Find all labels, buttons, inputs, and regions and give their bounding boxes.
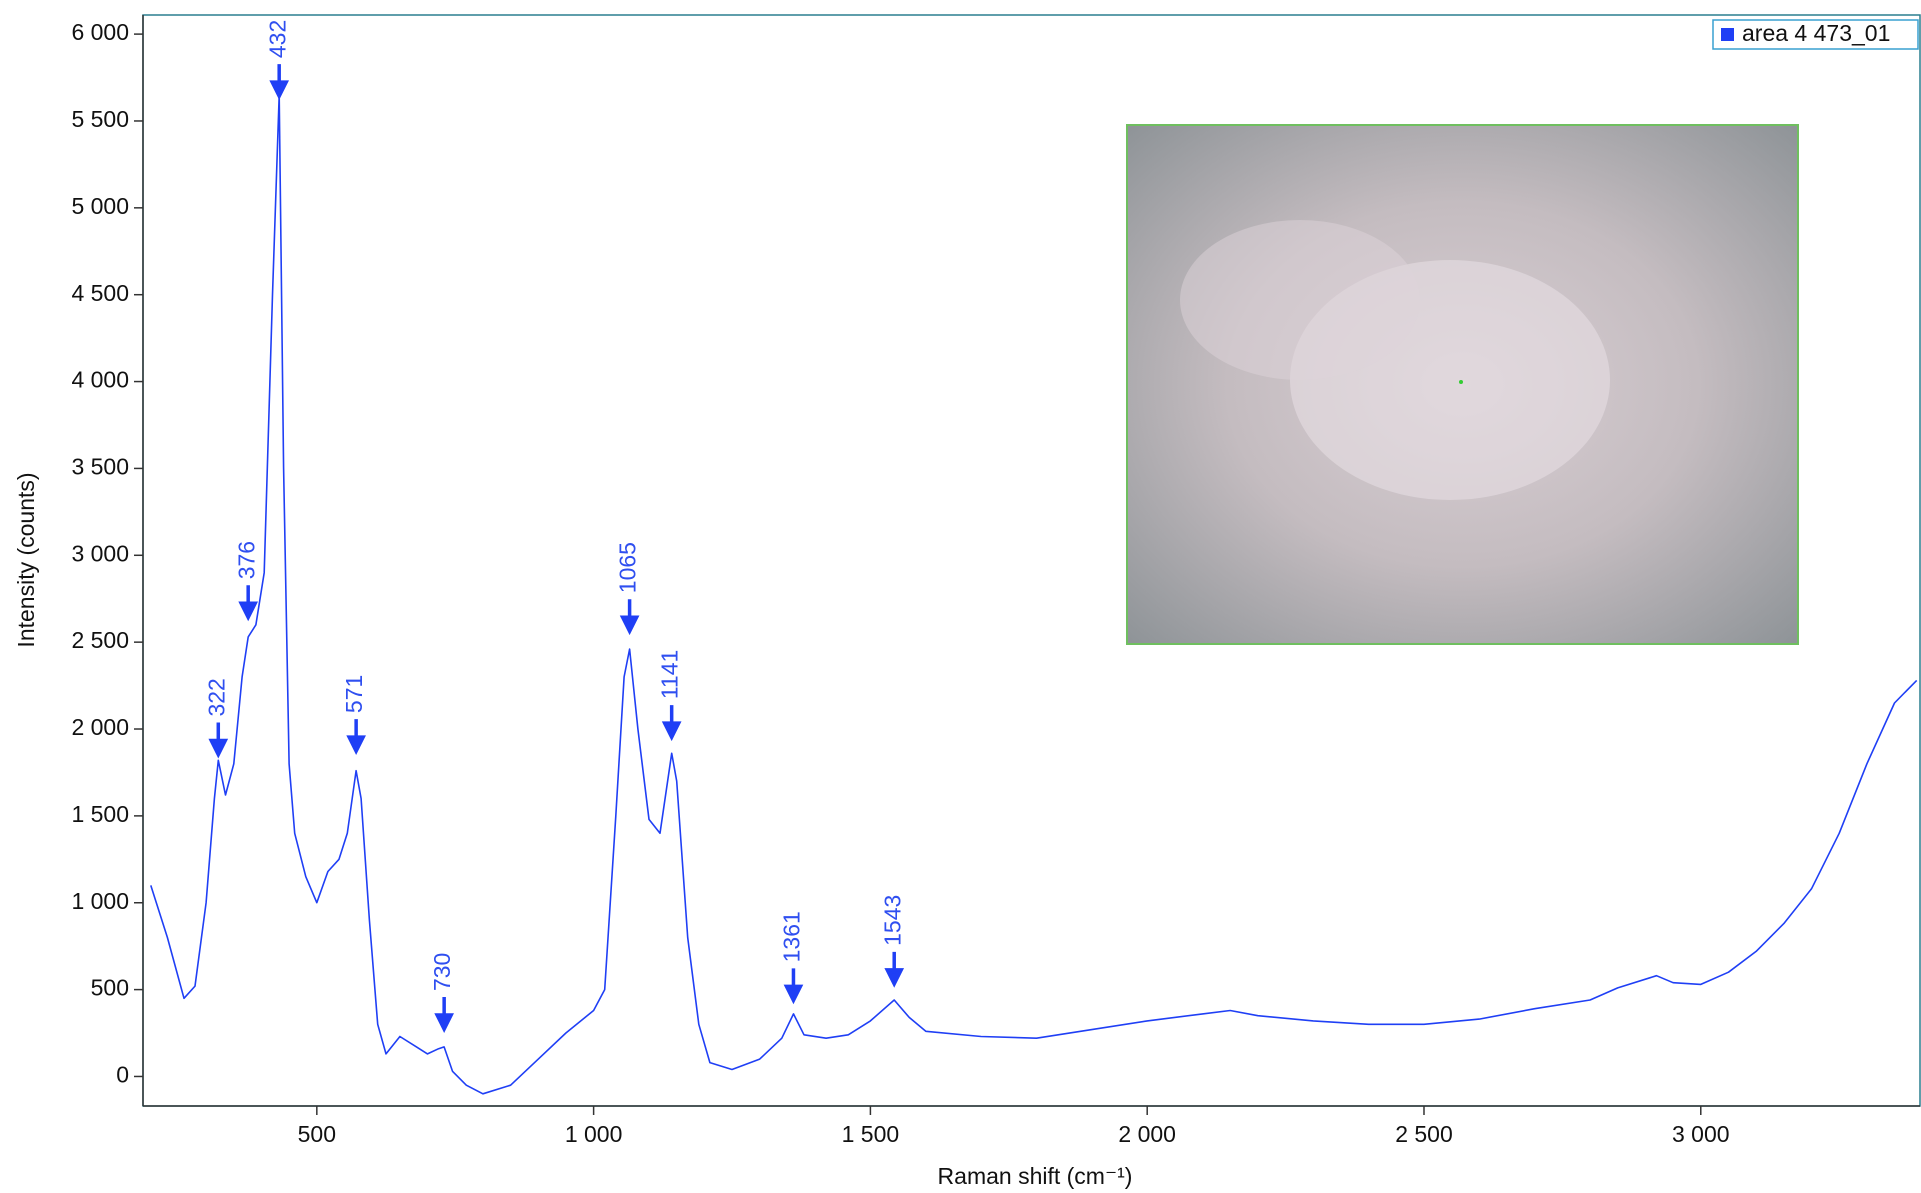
peak-label: 1543 bbox=[879, 895, 905, 946]
x-tick-label: 1 000 bbox=[565, 1121, 623, 1147]
y-tick-label: 4 000 bbox=[71, 367, 129, 393]
x-tick-label: 500 bbox=[298, 1121, 336, 1147]
peak-arrow bbox=[208, 722, 229, 759]
peak-label: 432 bbox=[264, 20, 290, 58]
y-tick-label: 6 000 bbox=[71, 19, 129, 45]
y-tick-label: 5 000 bbox=[71, 193, 129, 219]
photo-highlight bbox=[1180, 220, 1420, 380]
x-tick-label: 2 000 bbox=[1118, 1121, 1176, 1147]
laser-spot bbox=[1459, 380, 1463, 384]
peak-label: 571 bbox=[341, 675, 367, 713]
y-tick-label: 0 bbox=[116, 1062, 129, 1088]
x-tick-label: 1 500 bbox=[842, 1121, 900, 1147]
peak-arrow bbox=[346, 719, 366, 755]
legend-label: area 4 473_01 bbox=[1742, 20, 1890, 46]
y-tick-label: 5 500 bbox=[71, 106, 129, 132]
peak-arrow bbox=[434, 997, 454, 1033]
peak-label: 376 bbox=[233, 541, 259, 579]
legend-box bbox=[1712, 19, 1919, 50]
y-tick-label: 3 000 bbox=[71, 540, 129, 566]
peak-arrow bbox=[269, 64, 290, 101]
peak-label: 322 bbox=[203, 678, 229, 716]
y-tick-label: 1 000 bbox=[71, 888, 129, 914]
peak-label: 1065 bbox=[615, 542, 641, 593]
peak-arrow bbox=[783, 968, 804, 1005]
legend: area 4 473_01 bbox=[1712, 19, 1919, 50]
inset-photo bbox=[1126, 124, 1799, 645]
y-axis-title: Intensity (counts) bbox=[13, 472, 39, 647]
peak-label: 1361 bbox=[779, 911, 805, 962]
x-axis-title: Raman shift (cm⁻¹) bbox=[938, 1163, 1133, 1189]
y-tick-label: 3 500 bbox=[71, 454, 129, 480]
x-tick-label: 2 500 bbox=[1395, 1121, 1453, 1147]
peak-arrow bbox=[884, 951, 905, 988]
x-tick-label: 3 000 bbox=[1672, 1121, 1730, 1147]
peak-arrow bbox=[661, 705, 682, 742]
y-tick-label: 500 bbox=[91, 975, 129, 1001]
peak-arrow bbox=[619, 599, 640, 636]
legend-swatch bbox=[1721, 28, 1734, 41]
peak-arrow bbox=[238, 585, 259, 622]
peak-label: 730 bbox=[429, 953, 455, 991]
y-tick-label: 4 500 bbox=[71, 280, 129, 306]
y-tick-label: 1 500 bbox=[71, 801, 129, 827]
y-tick-label: 2 000 bbox=[71, 714, 129, 740]
spectrum-line bbox=[150, 94, 1918, 1095]
peak-label: 1141 bbox=[657, 650, 683, 699]
y-tick-label: 2 500 bbox=[71, 627, 129, 653]
